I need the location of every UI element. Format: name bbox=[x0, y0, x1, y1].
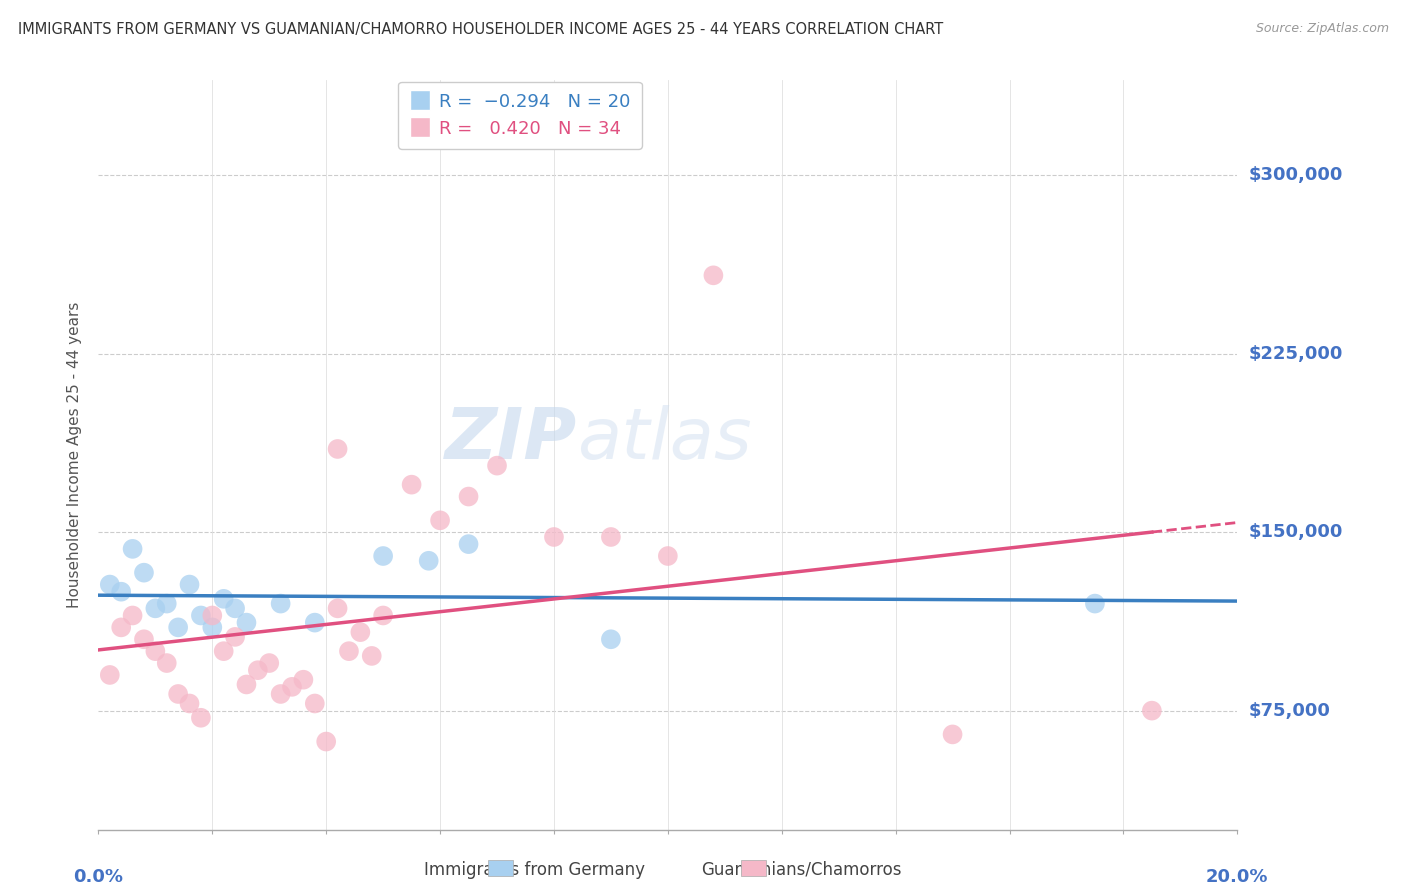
Point bbox=[212, 644, 235, 658]
Point bbox=[167, 620, 190, 634]
Point bbox=[337, 644, 360, 658]
Point bbox=[179, 577, 201, 591]
Point bbox=[418, 554, 440, 568]
Point bbox=[98, 668, 121, 682]
Point bbox=[167, 687, 190, 701]
Point bbox=[600, 530, 623, 544]
Text: ZIP: ZIP bbox=[444, 406, 576, 475]
Point bbox=[145, 601, 167, 615]
Point bbox=[360, 648, 382, 663]
Text: $150,000: $150,000 bbox=[1249, 524, 1343, 541]
Point bbox=[110, 620, 132, 634]
Point bbox=[373, 549, 395, 563]
Point bbox=[457, 537, 479, 551]
Text: $300,000: $300,000 bbox=[1249, 167, 1343, 185]
Point bbox=[201, 620, 224, 634]
Point bbox=[543, 530, 565, 544]
Point bbox=[246, 663, 269, 677]
Point bbox=[429, 513, 451, 527]
Point bbox=[1140, 704, 1163, 718]
Point bbox=[373, 608, 395, 623]
Point bbox=[190, 608, 212, 623]
Text: IMMIGRANTS FROM GERMANY VS GUAMANIAN/CHAMORRO HOUSEHOLDER INCOME AGES 25 - 44 YE: IMMIGRANTS FROM GERMANY VS GUAMANIAN/CHA… bbox=[18, 22, 943, 37]
Point bbox=[110, 584, 132, 599]
Text: Immigrants from Germany: Immigrants from Germany bbox=[423, 861, 645, 879]
Point bbox=[304, 697, 326, 711]
Point bbox=[212, 591, 235, 606]
Point bbox=[292, 673, 315, 687]
Point bbox=[349, 625, 371, 640]
Point bbox=[132, 566, 155, 580]
Point bbox=[121, 608, 143, 623]
Point bbox=[270, 687, 292, 701]
Point bbox=[270, 597, 292, 611]
Point bbox=[224, 630, 246, 644]
Point bbox=[235, 677, 257, 691]
Point bbox=[315, 734, 337, 748]
Point bbox=[235, 615, 257, 630]
Point bbox=[486, 458, 509, 473]
Point bbox=[401, 477, 423, 491]
Point bbox=[132, 632, 155, 647]
Text: $75,000: $75,000 bbox=[1249, 702, 1330, 720]
Text: $225,000: $225,000 bbox=[1249, 345, 1343, 363]
Point bbox=[326, 601, 349, 615]
Text: 0.0%: 0.0% bbox=[73, 869, 124, 887]
Text: 20.0%: 20.0% bbox=[1206, 869, 1268, 887]
Point bbox=[1084, 597, 1107, 611]
Point bbox=[259, 656, 281, 670]
Point bbox=[121, 541, 143, 556]
Point bbox=[201, 608, 224, 623]
Point bbox=[942, 727, 965, 741]
Point bbox=[145, 644, 167, 658]
Point bbox=[224, 601, 246, 615]
Point bbox=[326, 442, 349, 456]
Text: atlas: atlas bbox=[576, 406, 751, 475]
Point bbox=[190, 711, 212, 725]
Point bbox=[98, 577, 121, 591]
Text: Source: ZipAtlas.com: Source: ZipAtlas.com bbox=[1256, 22, 1389, 36]
Point bbox=[179, 697, 201, 711]
Point bbox=[156, 656, 179, 670]
Point bbox=[156, 597, 179, 611]
Text: Guamanians/Chamorros: Guamanians/Chamorros bbox=[702, 861, 901, 879]
Point bbox=[702, 268, 724, 283]
Point bbox=[657, 549, 679, 563]
Y-axis label: Householder Income Ages 25 - 44 years: Householder Income Ages 25 - 44 years bbox=[67, 301, 83, 608]
Legend: R =  −0.294   N = 20, R =   0.420   N = 34: R = −0.294 N = 20, R = 0.420 N = 34 bbox=[398, 82, 641, 148]
Point bbox=[304, 615, 326, 630]
Point bbox=[600, 632, 623, 647]
Point bbox=[457, 490, 479, 504]
Point bbox=[281, 680, 304, 694]
